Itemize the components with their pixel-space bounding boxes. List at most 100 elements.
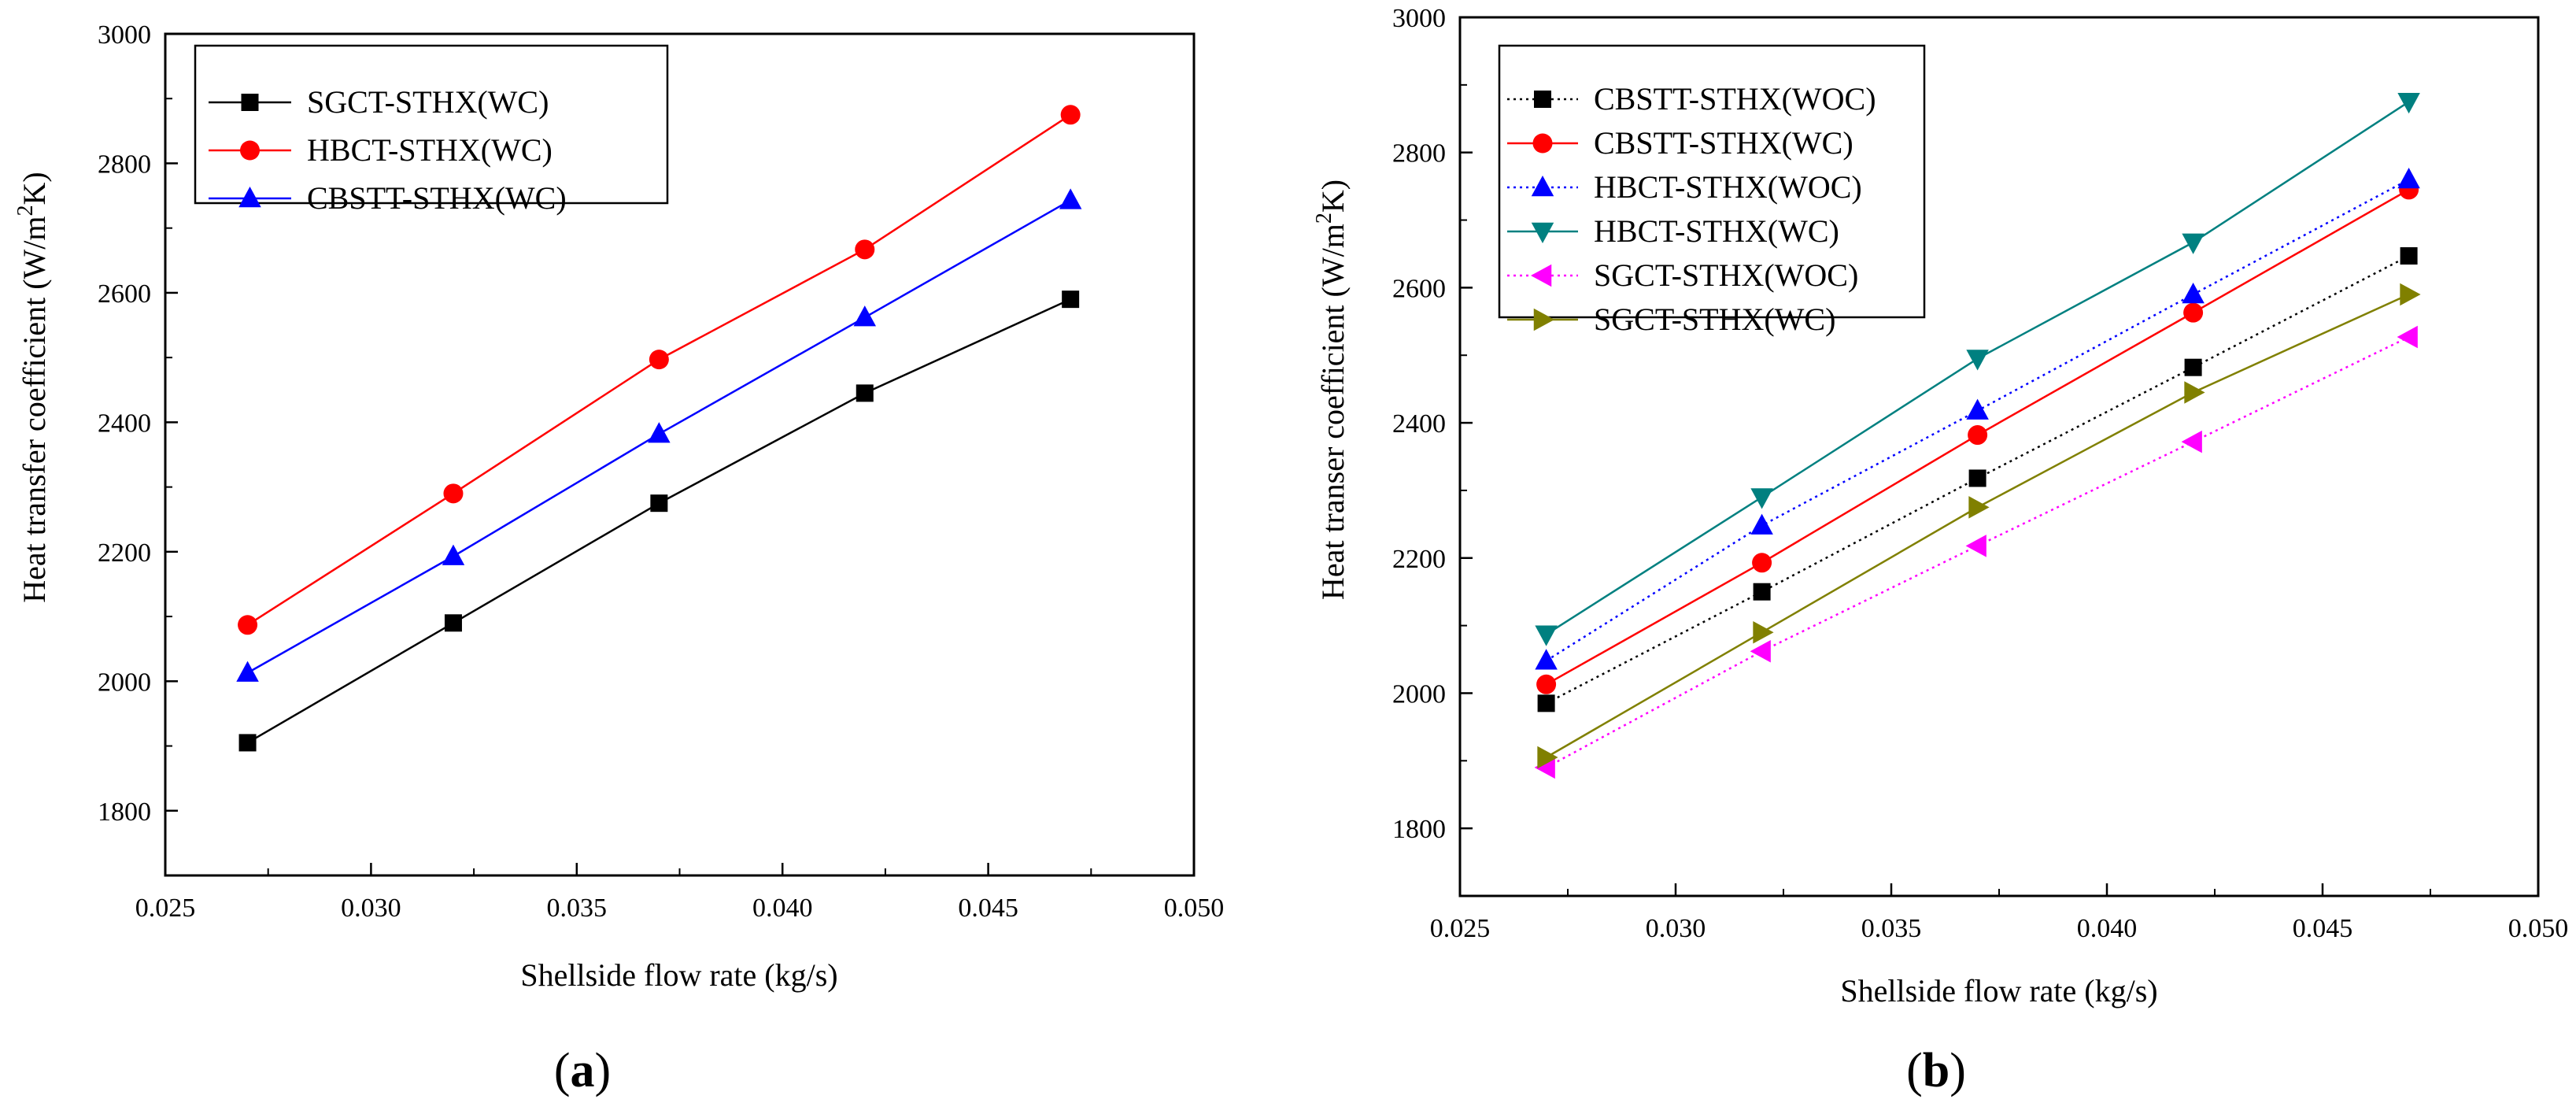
chart-a-y-tick-label: 2800 <box>98 150 151 179</box>
chart-b-data-point <box>1535 649 1558 670</box>
chart-b-x-tick-label: 0.025 <box>1430 914 1491 943</box>
chart-b-data-point <box>1968 425 1988 446</box>
chart-a-x-tick-label: 0.040 <box>752 894 813 923</box>
chart-a-x-tick-label: 0.035 <box>547 894 608 923</box>
chart-a-legend-marker <box>238 187 261 208</box>
chart-b-legend-entries: CBSTT-STHX(WOC) CBSTT-STHX(WC) HBCT-STHX(W… <box>1507 81 1876 337</box>
chart-b-legend-marker <box>1531 222 1554 243</box>
chart-b-legend-label: HBCT-STHX(WC) <box>1594 213 1839 249</box>
chart-b-data-point <box>1537 694 1555 712</box>
chart-b-data-point <box>1753 620 1774 644</box>
chart-b-legend-box <box>1498 44 1926 319</box>
chart-b-data-point <box>2397 168 2420 189</box>
chart-a-data-point <box>1060 105 1081 125</box>
chart-b-x-axis-title: Shellside flow rate (kg/s) <box>1840 973 2157 1009</box>
chart-b-data-point <box>1966 350 1989 371</box>
chart-a-data-point <box>1062 291 1080 309</box>
chart-b-data-point <box>1752 553 1772 573</box>
chart-a-data-point <box>649 350 669 370</box>
chart-panel-b: 0.025 0.030 0.035 0.040 0.045 0.0501800200022… <box>1312 4 2568 1097</box>
chart-a-data-point <box>855 239 875 260</box>
chart-b-plot-frame <box>1458 16 2540 897</box>
chart-a-x-tick-label: 0.025 <box>135 894 196 923</box>
chart-b-legend-label: CBSTT-STHX(WOC) <box>1594 81 1876 117</box>
chart-b-data-point <box>1968 496 1990 519</box>
chart-b-data-point <box>1534 756 1555 779</box>
chart-panel-a: 0.025 0.030 0.035 0.040 0.045 0.050 1800 2000 2 2… <box>13 20 1224 1097</box>
chart-a-x-axis-title: Shellside flow rate (kg/s) <box>520 957 837 993</box>
chart-b-data-point <box>1750 488 1773 509</box>
chart-a-y-axis-superscript: 2 <box>13 205 38 216</box>
chart-a-legend-marker <box>240 140 260 161</box>
chart-a-data-point <box>444 614 462 632</box>
chart-b-legend-marker <box>1533 308 1554 331</box>
chart-b-data-point <box>1535 625 1558 646</box>
chart-a-data-point <box>648 422 671 443</box>
chart-b-data-point <box>2184 358 2202 376</box>
chart-b-data-point <box>2183 302 2204 323</box>
chart-a-x-tick-label: 0.050 <box>1164 894 1225 923</box>
chart-b-tick-group: 0.025 0.030 0.035 0.040 0.045 0.050 1800 2000 22… <box>1392 4 2568 943</box>
panel-b-label: (b) <box>1906 1044 1966 1097</box>
chart-a-legend-entries: SGCT-STHX(WC) HBCT-STHX(WC) CBSTT-STHX(WC) <box>209 84 567 216</box>
chart-b-data-point <box>1750 513 1773 535</box>
chart-a-legend-box <box>194 44 669 205</box>
chart-a-plot-frame <box>164 32 1196 877</box>
chart-b-legend-label: SGCT-STHX(WC) <box>1594 302 1835 337</box>
chart-a-y-tick-label: 2000 <box>98 668 151 697</box>
chart-a-series-group <box>236 105 1082 752</box>
chart-a-data-point <box>238 615 258 635</box>
chart-b-x-tick-label: 0.040 <box>2077 914 2138 943</box>
chart-b-data-point <box>2182 233 2205 254</box>
chart-b-data-point <box>1536 674 1557 694</box>
chart-b-data-point <box>2181 430 2202 453</box>
chart-b-x-tick-label: 0.035 <box>1861 914 1922 943</box>
chart-b-data-point <box>2182 282 2205 304</box>
chart-b-legend-marker <box>1531 176 1554 197</box>
chart-b-data-point <box>1968 469 1987 487</box>
chart-a-y-tick-label: 2600 <box>98 279 151 309</box>
chart-a-legend-label: SGCT-STHX(WC) <box>307 84 549 120</box>
chart-a-data-point <box>442 544 465 565</box>
chart-b-data-point <box>1966 398 1989 420</box>
chart-b-y-axis-title: Heat transer coefficient (W/m2K) <box>1312 179 1351 600</box>
chart-b-data-point <box>2397 325 2418 349</box>
chart-a-data-point <box>856 384 874 402</box>
chart-b-x-tick-label: 0.050 <box>2508 914 2569 943</box>
chart-a-legend-label: HBCT-STHX(WC) <box>307 132 553 168</box>
chart-a-data-point <box>853 305 877 327</box>
chart-b-data-point <box>1750 639 1771 663</box>
chart-b-data-point <box>1965 535 1987 557</box>
chart-a-legend: SGCT-STHX(WC) HBCT-STHX(WC) CBSTT-STHX(WC) <box>194 44 669 216</box>
chart-b-data-point <box>1753 583 1771 601</box>
chart-b-x-tick-label: 0.045 <box>2293 914 2353 943</box>
chart-b-data-point <box>2184 381 2205 404</box>
chart-a-legend-label: CBSTT-STHX(WC) <box>307 180 567 216</box>
chart-b-data-point <box>2400 283 2421 306</box>
panel-a-label: (a) <box>554 1044 611 1097</box>
chart-a-tick-group: 0.025 0.030 0.035 0.040 0.045 0.050 1800 2000 22… <box>98 20 1224 923</box>
chart-b-data-point <box>2397 93 2420 114</box>
chart-b-legend-label: CBSTT-STHX(WC) <box>1594 125 1853 161</box>
chart-b-series-group <box>1534 93 2421 779</box>
chart-a-data-point <box>238 734 257 752</box>
chart-b-data-point <box>1537 746 1558 769</box>
chart-b-y-tick-label: 2400 <box>1392 409 1446 439</box>
chart-a-x-tick-label: 0.030 <box>341 894 401 923</box>
chart-b-legend-marker <box>1534 91 1551 108</box>
chart-b-y-axis-superscript: 2 <box>1312 213 1336 224</box>
chart-b-legend-marker <box>1532 133 1553 154</box>
chart-a-data-point <box>443 483 464 504</box>
chart-b-legend: CBSTT-STHX(WOC) CBSTT-STHX(WC) HBCT-STHX(W… <box>1498 44 1926 337</box>
chart-a-x-tick-label: 0.045 <box>958 894 1018 923</box>
chart-b-y-tick-label: 2800 <box>1392 139 1446 168</box>
chart-a-data-point <box>650 494 668 513</box>
chart-a-y-axis-title: Heat transfer coefficient (W/m2K) <box>13 172 52 602</box>
chart-a-data-point <box>236 661 259 682</box>
chart-a-y-tick-label: 3000 <box>98 20 151 50</box>
chart-b-x-tick-label: 0.030 <box>1646 914 1706 943</box>
chart-b-y-tick-label: 2200 <box>1392 545 1446 574</box>
chart-a-y-tick-label: 1800 <box>98 798 151 827</box>
chart-b-y-tick-label: 1800 <box>1392 815 1446 844</box>
